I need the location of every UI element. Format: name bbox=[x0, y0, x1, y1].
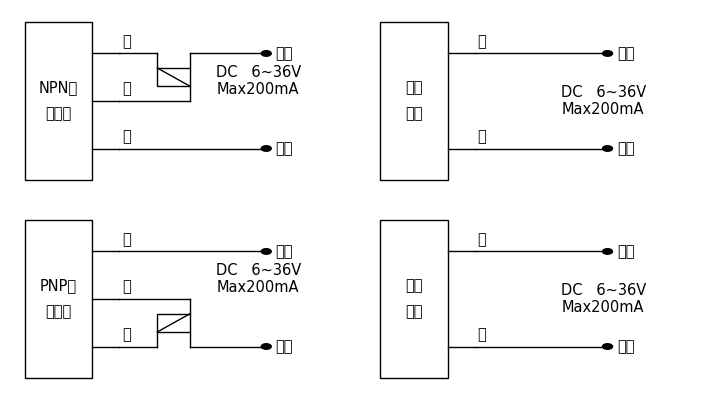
Text: 黑: 黑 bbox=[122, 81, 131, 96]
Text: 棕: 棕 bbox=[478, 34, 486, 49]
Text: 负极: 负极 bbox=[616, 141, 634, 156]
Text: 激光
发射: 激光 发射 bbox=[405, 80, 422, 122]
Text: DC   6~36V
Max200mA: DC 6~36V Max200mA bbox=[561, 283, 646, 315]
Text: DC   6~36V
Max200mA: DC 6~36V Max200mA bbox=[216, 263, 301, 295]
Text: 棕: 棕 bbox=[478, 232, 486, 247]
Text: DC   6~36V
Max200mA: DC 6~36V Max200mA bbox=[216, 65, 301, 97]
Text: 激光
发射: 激光 发射 bbox=[405, 278, 422, 320]
Circle shape bbox=[262, 51, 271, 56]
Circle shape bbox=[262, 344, 271, 349]
Bar bbox=[380, 22, 448, 180]
Text: 兰: 兰 bbox=[478, 327, 486, 342]
Circle shape bbox=[603, 146, 612, 151]
Text: 负极: 负极 bbox=[616, 339, 634, 354]
Circle shape bbox=[603, 249, 612, 254]
Text: DC   6~36V
Max200mA: DC 6~36V Max200mA bbox=[561, 85, 646, 117]
Text: 兰: 兰 bbox=[478, 129, 486, 144]
Circle shape bbox=[603, 344, 612, 349]
Circle shape bbox=[262, 249, 271, 254]
Bar bbox=[24, 220, 92, 378]
Circle shape bbox=[603, 51, 612, 56]
Text: PNP型
传感器: PNP型 传感器 bbox=[40, 278, 77, 320]
Text: 兰: 兰 bbox=[122, 129, 131, 144]
Text: 正极: 正极 bbox=[276, 46, 293, 61]
Text: 棕: 棕 bbox=[122, 34, 131, 49]
Bar bbox=[158, 314, 191, 332]
Text: 正极: 正极 bbox=[616, 244, 634, 259]
Circle shape bbox=[262, 146, 271, 151]
Text: 棕: 棕 bbox=[122, 232, 131, 247]
Text: 黑: 黑 bbox=[122, 279, 131, 294]
Text: 兰: 兰 bbox=[122, 327, 131, 342]
Text: NPN型
传感器: NPN型 传感器 bbox=[38, 80, 78, 122]
Bar bbox=[24, 22, 92, 180]
Bar bbox=[380, 220, 448, 378]
Text: 负极: 负极 bbox=[276, 339, 293, 354]
Text: 正极: 正极 bbox=[616, 46, 634, 61]
Text: 正极: 正极 bbox=[276, 244, 293, 259]
Bar bbox=[158, 68, 191, 86]
Text: 负极: 负极 bbox=[276, 141, 293, 156]
